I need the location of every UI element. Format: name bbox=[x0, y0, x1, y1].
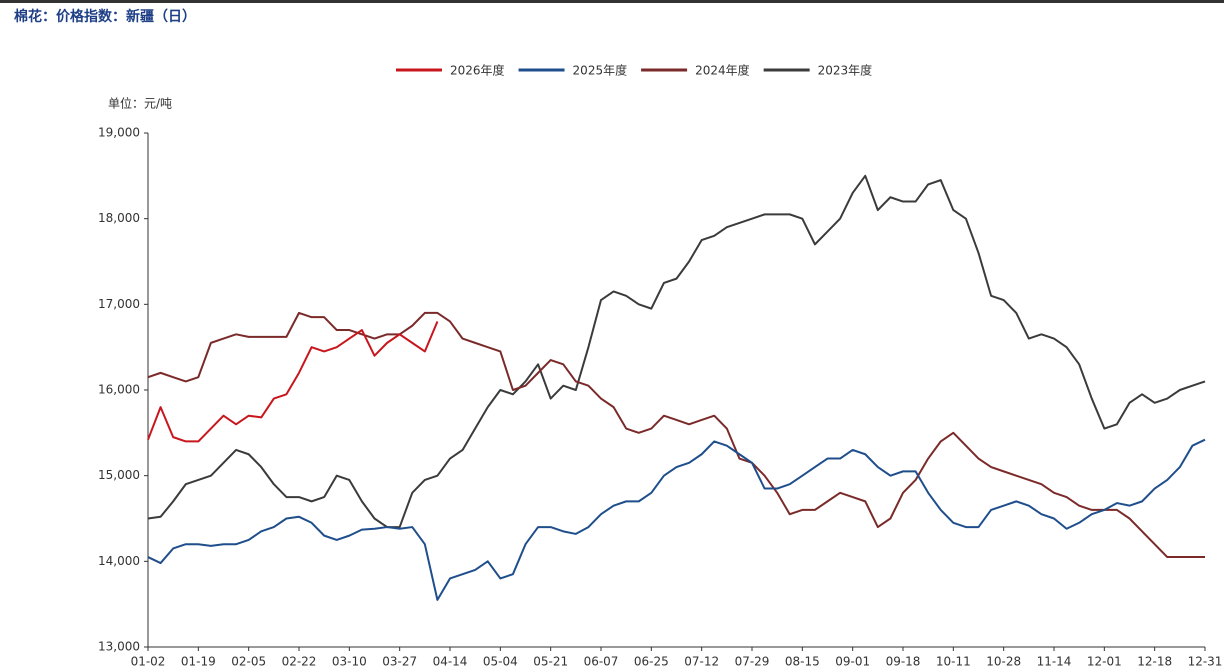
x-tick-label: 01-02 bbox=[131, 655, 166, 669]
x-tick-label: 12-01 bbox=[1087, 655, 1122, 669]
y-tick-label: 13,000 bbox=[98, 640, 140, 654]
x-tick-label: 07-12 bbox=[684, 655, 719, 669]
x-tick-label: 01-19 bbox=[181, 655, 216, 669]
chart-title: 棉花：价格指数：新疆（日） bbox=[14, 8, 196, 25]
x-tick-label: 09-18 bbox=[886, 655, 921, 669]
y-tick-label: 18,000 bbox=[98, 211, 140, 225]
line-series bbox=[147, 438, 1206, 601]
x-tick-label: 10-28 bbox=[986, 655, 1021, 669]
x-tick-label: 12-18 bbox=[1137, 655, 1172, 669]
y-tick-label: 14,000 bbox=[98, 554, 140, 568]
x-tick-label: 08-15 bbox=[785, 655, 820, 669]
x-tick-label: 03-10 bbox=[332, 655, 367, 669]
x-tick-label: 06-25 bbox=[634, 655, 669, 669]
legend-label: 2024年度 bbox=[695, 63, 750, 78]
x-tick-label: 05-21 bbox=[533, 655, 568, 669]
y-tick-label: 16,000 bbox=[98, 383, 140, 397]
x-tick-label: 11-14 bbox=[1037, 655, 1072, 669]
line-series bbox=[147, 311, 1205, 559]
x-tick-label: 09-01 bbox=[835, 655, 870, 669]
x-tick-label: 06-07 bbox=[584, 655, 619, 669]
legend-label: 2025年度 bbox=[573, 63, 628, 78]
x-tick-label: 04-14 bbox=[433, 655, 468, 669]
x-tick-label: 05-04 bbox=[483, 655, 518, 669]
unit-label: 单位：元/吨 bbox=[108, 96, 172, 111]
x-tick-label: 02-05 bbox=[231, 655, 266, 669]
x-tick-label: 03-27 bbox=[382, 655, 417, 669]
x-tick-label: 02-22 bbox=[282, 655, 317, 669]
x-tick-label: 12-31 bbox=[1188, 655, 1223, 669]
y-tick-label: 19,000 bbox=[98, 126, 140, 140]
y-tick-label: 17,000 bbox=[98, 297, 140, 311]
line-series bbox=[147, 321, 439, 443]
x-tick-label: 10-11 bbox=[936, 655, 971, 669]
legend-label: 2026年度 bbox=[450, 63, 505, 78]
line-series bbox=[147, 174, 1206, 529]
y-tick-label: 15,000 bbox=[98, 468, 140, 482]
legend-label: 2023年度 bbox=[818, 63, 873, 78]
x-tick-label: 07-29 bbox=[735, 655, 770, 669]
top-border bbox=[0, 0, 1224, 3]
